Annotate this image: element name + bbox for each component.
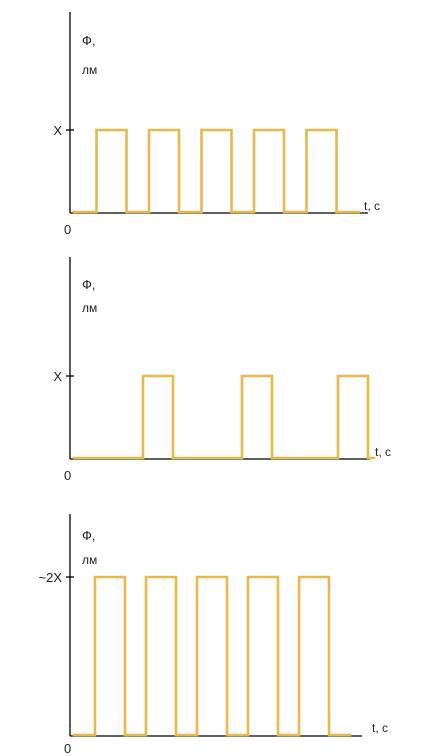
y-axis-label-1-line2: лм	[82, 63, 97, 77]
signal-line-1	[72, 128, 361, 214]
y-tick-label-1: X	[53, 123, 62, 138]
chart-panel-2: Ф, лм X 0 t, с	[53, 257, 391, 483]
y-axis-label-2-line1: Ф,	[82, 277, 96, 292]
y-tick-label-2: X	[53, 369, 62, 384]
y-axis-label-3-line2: лм	[82, 553, 97, 567]
origin-label-3: 0	[64, 741, 71, 756]
signal-line-2	[72, 374, 376, 460]
origin-label-1: 0	[64, 222, 71, 237]
x-axis-label-1: t, с	[364, 199, 380, 213]
y-axis-label-2-line2: лм	[82, 301, 97, 315]
chart-panel-3: Ф, лм ~2X 0 t, с	[39, 514, 388, 756]
x-axis-label-2: t, с	[375, 445, 391, 459]
origin-label-2: 0	[64, 468, 71, 483]
y-axis-label-1-line1: Ф,	[82, 33, 96, 48]
y-tick-label-3: ~2X	[39, 570, 63, 585]
y-axis-label-3-line1: Ф,	[82, 528, 96, 543]
signal-line-3	[72, 575, 352, 737]
chart-panel-1: Ф, лм X 0 t, с	[53, 12, 380, 237]
x-axis-label-3: t, с	[372, 721, 388, 735]
